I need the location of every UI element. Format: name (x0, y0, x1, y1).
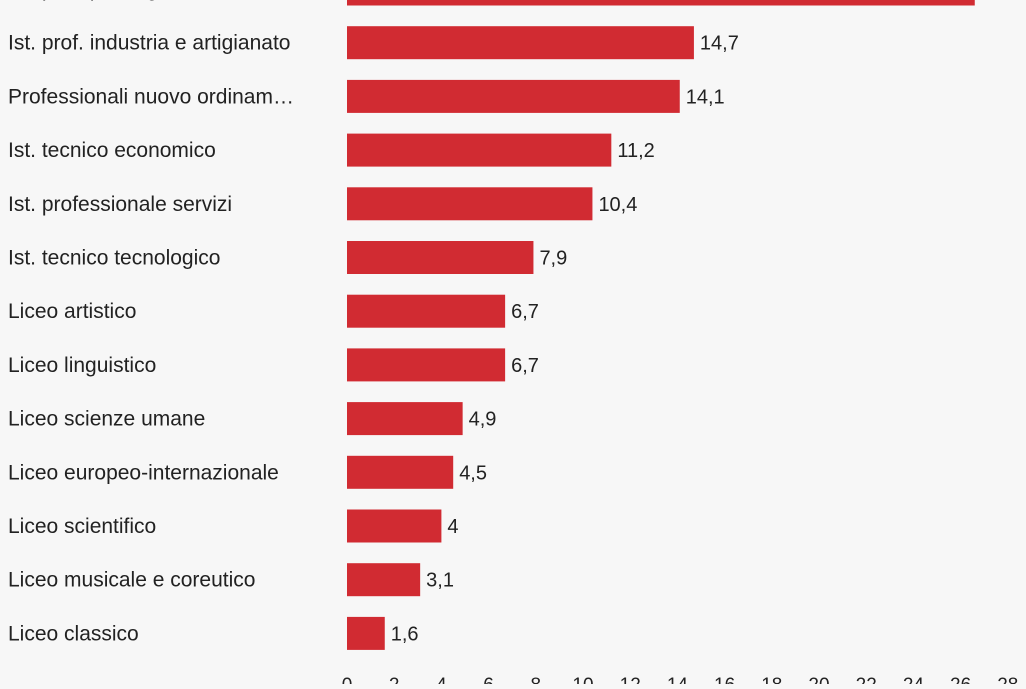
x-tick-label: 22 (856, 675, 877, 684)
bar (347, 294, 506, 328)
bar (347, 187, 593, 221)
bar (347, 0, 975, 6)
category-label: Liceo europeo-internazionale (8, 461, 279, 484)
category-label: Professionali nuovo ordinam… (8, 85, 294, 108)
bar-row: Liceo classico 1,6 (8, 616, 419, 650)
value-label: 6,7 (511, 355, 539, 377)
bar (347, 79, 680, 113)
x-tick-label: 20 (808, 675, 829, 684)
bar-row: Ist. tecnico tecnologico 7,9 (8, 241, 567, 274)
bar-row: Ist. professionale servizi 10,4 (8, 187, 637, 221)
x-tick-label: 16 (714, 675, 735, 684)
bar (347, 402, 463, 436)
value-label: 4,5 (459, 462, 487, 484)
bar (347, 509, 442, 543)
bar-row: Ist. prof. per l'agricoltura 26,6 (8, 0, 1020, 6)
x-tick-label: 10 (572, 675, 593, 684)
x-tick-label: 14 (667, 675, 689, 684)
category-label: Liceo scienze umane (8, 408, 205, 431)
bar (347, 563, 421, 597)
value-label: 7,9 (539, 248, 567, 270)
category-label: Ist. prof. per l'agricoltura (8, 0, 233, 1)
category-label: Ist. prof. industria e artigianato (8, 32, 291, 55)
bar-row: Ist. tecnico economico 11,2 (8, 133, 655, 167)
bar-row: Liceo europeo-internazionale 4,5 (8, 455, 487, 489)
value-label: 6,7 (511, 301, 539, 323)
category-label: Liceo classico (8, 622, 139, 645)
bar-row: Liceo musicale e coreutico 3,1 (8, 563, 454, 597)
bar-row: Liceo scientifico 4 (8, 509, 459, 543)
category-label: Ist. tecnico economico (8, 139, 216, 162)
value-label: 4,9 (469, 409, 497, 431)
value-label: 14,7 (700, 33, 739, 55)
x-tick-label: 12 (620, 675, 641, 684)
value-label: 4 (447, 516, 458, 538)
x-tick-label: 2 (389, 675, 400, 684)
x-tick-label: 8 (531, 675, 542, 684)
bar (347, 616, 385, 650)
x-tick-label: 4 (436, 675, 447, 684)
value-label: 3,1 (426, 570, 454, 592)
x-tick-label: 6 (483, 675, 494, 684)
category-label: Ist. tecnico tecnologico (8, 247, 220, 270)
value-label: 10,4 (598, 194, 637, 216)
value-label: 14,1 (686, 86, 725, 108)
category-label: Liceo musicale e coreutico (8, 569, 255, 592)
value-label: 11,2 (617, 140, 654, 162)
category-label: Liceo scientifico (8, 515, 156, 538)
bar (347, 26, 694, 60)
bar-row: Liceo scienze umane 4,9 (8, 402, 497, 436)
bar-row: Liceo artistico 6,7 (8, 294, 539, 328)
x-tick-label: 18 (761, 675, 782, 684)
bar-row: Ist. prof. industria e artigianato 14,7 (8, 26, 739, 60)
x-tick-label: 0 (342, 675, 353, 684)
category-label: Ist. professionale servizi (8, 193, 232, 216)
bar (347, 133, 612, 167)
category-label: Liceo artistico (8, 300, 136, 323)
bar-row: Professionali nuovo ordinam… 14,1 (8, 79, 725, 113)
bar-row: Liceo linguistico 6,7 (8, 348, 539, 382)
value-label: 1,6 (391, 623, 419, 645)
x-tick-label: 28 (997, 675, 1018, 684)
value-label: 26,6 (981, 0, 1020, 1)
bar (347, 455, 454, 489)
x-tick-label: 24 (903, 675, 925, 684)
category-label: Liceo linguistico (8, 354, 156, 377)
bar (347, 348, 506, 382)
x-tick-label: 26 (950, 675, 971, 684)
bar (347, 241, 534, 274)
